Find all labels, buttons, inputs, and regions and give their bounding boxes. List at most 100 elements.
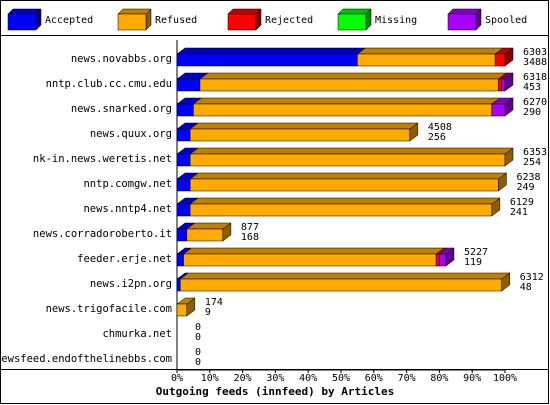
legend-label: Spooled — [485, 15, 527, 26]
legend-item: Missing — [337, 8, 417, 31]
category-label: nntp.club.cc.cmu.edu — [46, 78, 172, 90]
accepted-label: 3488 — [523, 57, 547, 68]
bar-top — [179, 272, 511, 280]
x-tick-label: 60% — [365, 373, 383, 384]
bar-segment — [500, 72, 514, 92]
bar-segment — [438, 247, 455, 267]
category-label: news.trigofacile.com — [46, 303, 172, 315]
bar-top — [182, 247, 445, 255]
bar-side — [504, 97, 514, 117]
bar-side — [445, 247, 455, 267]
bar-side — [222, 222, 232, 242]
bar-front — [176, 253, 184, 267]
total-label: 0 — [195, 347, 201, 358]
x-tick-label: 20% — [234, 373, 252, 384]
bar-front — [186, 228, 224, 242]
category-label: newsfeed.endofthelinebbs.com — [0, 353, 172, 365]
total-label: 6270 — [523, 97, 547, 108]
bar-front — [494, 53, 506, 67]
bar-side — [409, 122, 419, 142]
x-tick-label: 0% — [171, 373, 183, 384]
legend-item: Spooled — [447, 8, 527, 31]
accepted-label: 0 — [195, 357, 201, 368]
bar-front — [176, 103, 194, 117]
bar-front — [189, 203, 493, 217]
bar-segment — [186, 222, 232, 242]
bar-segment — [189, 122, 419, 142]
bar-top — [199, 72, 508, 80]
category-label: news.nntp4.net — [83, 203, 172, 215]
accepted-label: 9 — [205, 307, 211, 318]
bar-top — [189, 147, 514, 155]
x-axis-title: Outgoing feeds (innfeed) by Articles — [156, 385, 394, 398]
total-label: 5227 — [464, 247, 488, 258]
legend-swatch — [227, 13, 257, 31]
total-label: 174 — [205, 297, 223, 308]
bar-top — [192, 97, 501, 105]
accepted-label: 48 — [520, 282, 532, 293]
bar-front — [176, 203, 191, 217]
bar-front — [357, 53, 496, 67]
bar-segment — [189, 197, 501, 217]
accepted-label: 256 — [428, 132, 446, 143]
legend-swatch-top — [7, 8, 42, 15]
bar-front — [176, 78, 201, 92]
x-tick-label: 80% — [430, 373, 448, 384]
total-label: 6129 — [510, 197, 534, 208]
bar-front — [180, 278, 502, 292]
category-label: chmurka.net — [102, 328, 172, 340]
x-tick-label: 10% — [201, 373, 219, 384]
bar-top — [189, 172, 508, 180]
bar-segment — [182, 247, 445, 267]
legend-swatch-top — [447, 8, 482, 15]
total-label: 877 — [241, 222, 259, 233]
legend-label: Accepted — [45, 15, 93, 26]
bar-side — [501, 272, 510, 292]
bar-front — [501, 78, 506, 92]
total-label: 0 — [195, 322, 201, 333]
x-tick-label: 90% — [463, 373, 481, 384]
legend-item: Refused — [117, 8, 197, 31]
bar-segment — [189, 147, 514, 167]
total-label: 4508 — [428, 122, 452, 133]
legend-swatch-top — [337, 8, 372, 15]
bar-top — [189, 197, 501, 205]
legend-swatch — [117, 13, 147, 31]
bar-top — [176, 47, 367, 55]
bar-front — [199, 78, 499, 92]
bar-segment — [491, 97, 514, 117]
total-label: 6353 — [523, 147, 547, 158]
bar-front — [183, 253, 437, 267]
category-label: news.novabbs.org — [71, 53, 172, 65]
accepted-label: 254 — [523, 157, 541, 168]
bar-segment — [199, 72, 508, 92]
bar-segment — [356, 47, 504, 67]
legend-swatch — [337, 13, 367, 31]
legend-item: Accepted — [7, 8, 93, 31]
accepted-label: 249 — [516, 182, 534, 193]
bar-front — [193, 103, 493, 117]
accepted-label: 168 — [241, 232, 259, 243]
bar-segment — [189, 172, 508, 192]
category-label: nk-in.news.weretis.net — [33, 153, 172, 165]
bar-front — [176, 53, 358, 67]
total-label: 6312 — [520, 272, 544, 283]
total-label: 6303 — [523, 47, 547, 58]
x-tick-label: 30% — [266, 373, 284, 384]
legend-label: Rejected — [265, 15, 313, 26]
bar-segment — [176, 72, 209, 92]
legend-item: Rejected — [227, 8, 313, 31]
x-tick-label: 70% — [398, 373, 416, 384]
bar-top — [356, 47, 504, 55]
bar-side — [498, 172, 507, 192]
bar-side — [186, 297, 196, 317]
bar-segment — [176, 172, 199, 192]
legend-label: Missing — [375, 15, 417, 26]
total-label: 6318 — [523, 72, 547, 83]
bar-front — [439, 253, 447, 267]
total-label: 6238 — [516, 172, 540, 183]
bar-segment — [176, 297, 196, 317]
bar-side — [504, 72, 514, 92]
category-label: news.corradoroberto.it — [33, 228, 172, 240]
